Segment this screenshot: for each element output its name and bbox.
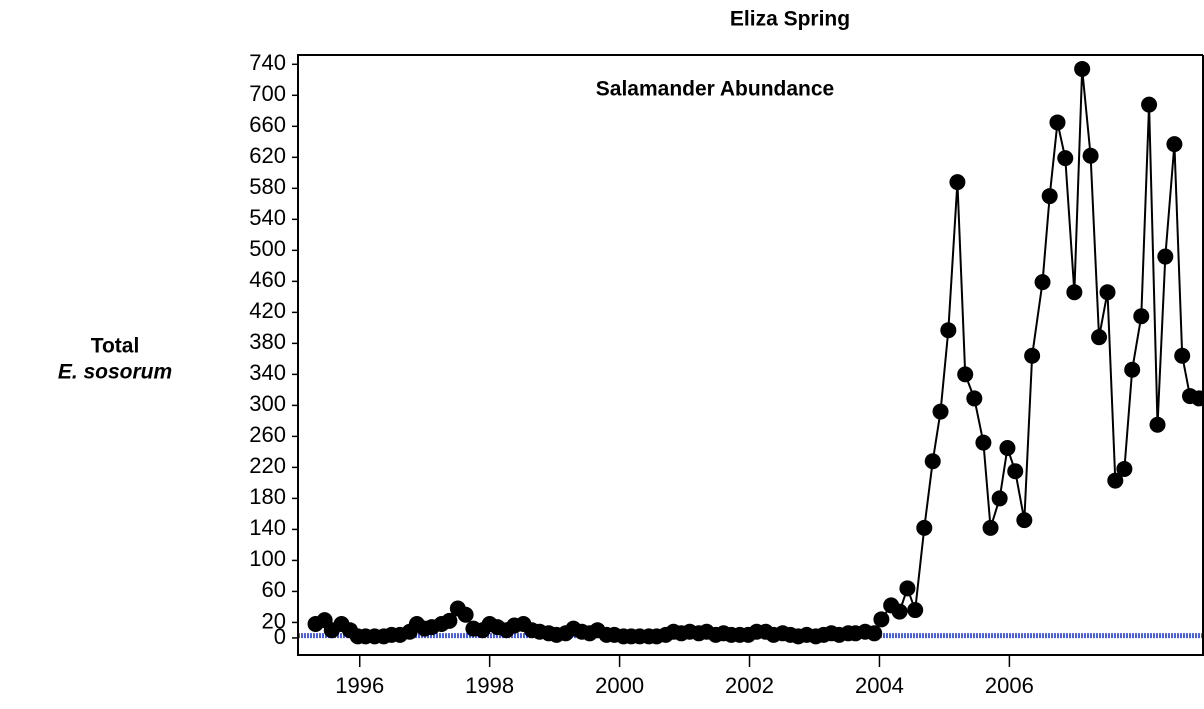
data-point [916, 519, 933, 536]
data-point [1034, 274, 1051, 291]
x-tick-label: 1998 [465, 673, 514, 698]
data-point [1191, 390, 1204, 407]
y-tick-label: 140 [249, 515, 286, 540]
data-point [1057, 150, 1074, 167]
chart-title: Eliza Spring [730, 8, 850, 31]
data-point [924, 453, 941, 470]
y-tick-label: 420 [249, 298, 286, 323]
data-point [1157, 248, 1174, 265]
data-point [1107, 472, 1124, 489]
y-tick-label: 180 [249, 484, 286, 509]
y-axis-label: Total [91, 335, 140, 358]
data-point [1074, 60, 1091, 77]
data-point [899, 580, 916, 597]
data-point [1049, 114, 1066, 131]
x-tick-label: 2002 [725, 673, 774, 698]
x-tick-label: 1996 [335, 673, 384, 698]
data-point [1082, 147, 1099, 164]
data-point [982, 519, 999, 536]
data-point [1041, 188, 1058, 205]
data-point [891, 603, 908, 620]
y-tick-label: 620 [249, 143, 286, 168]
data-point [932, 403, 949, 420]
data-point [999, 440, 1016, 457]
data-point [907, 602, 924, 619]
y-tick-label: 60 [262, 577, 286, 602]
data-point [1116, 460, 1133, 477]
data-point [940, 322, 957, 339]
data-point [1166, 136, 1183, 153]
x-tick-label: 2000 [595, 673, 644, 698]
y-tick-label: 580 [249, 174, 286, 199]
data-point [949, 174, 966, 191]
y-tick-label: 500 [249, 236, 286, 261]
data-point [1066, 284, 1083, 301]
y-tick-label: 0 [274, 624, 286, 649]
data-point [873, 611, 890, 628]
y-tick-label: 340 [249, 360, 286, 385]
y-axis-label: E. sosorum [58, 361, 172, 384]
data-point [975, 434, 992, 451]
data-point [441, 612, 458, 629]
y-tick-label: 460 [249, 267, 286, 292]
data-point [991, 490, 1008, 507]
y-tick-label: 300 [249, 391, 286, 416]
data-point [1024, 347, 1041, 364]
data-point [866, 625, 883, 642]
y-tick-label: 660 [249, 112, 286, 137]
y-tick-label: 380 [249, 329, 286, 354]
data-point [1133, 308, 1150, 325]
data-point [1007, 463, 1024, 480]
y-tick-label: 540 [249, 205, 286, 230]
data-point [457, 606, 474, 623]
data-point [1099, 284, 1116, 301]
y-tick-label: 700 [249, 81, 286, 106]
data-point [966, 390, 983, 407]
y-tick-label: 740 [249, 50, 286, 75]
annotation: Salamander Abundance [596, 78, 834, 101]
y-tick-label: 20 [262, 608, 286, 633]
data-point [957, 366, 974, 383]
data-point [1149, 416, 1166, 433]
data-point [1124, 361, 1141, 378]
y-tick-label: 220 [249, 453, 286, 478]
data-point [1016, 512, 1033, 529]
data-point [1174, 347, 1191, 364]
data-point [1141, 96, 1158, 113]
data-point [1091, 329, 1108, 346]
y-tick-label: 100 [249, 546, 286, 571]
x-tick-label: 2006 [985, 673, 1034, 698]
x-tick-label: 2004 [855, 673, 904, 698]
y-tick-label: 260 [249, 422, 286, 447]
plot-frame [297, 54, 1204, 656]
